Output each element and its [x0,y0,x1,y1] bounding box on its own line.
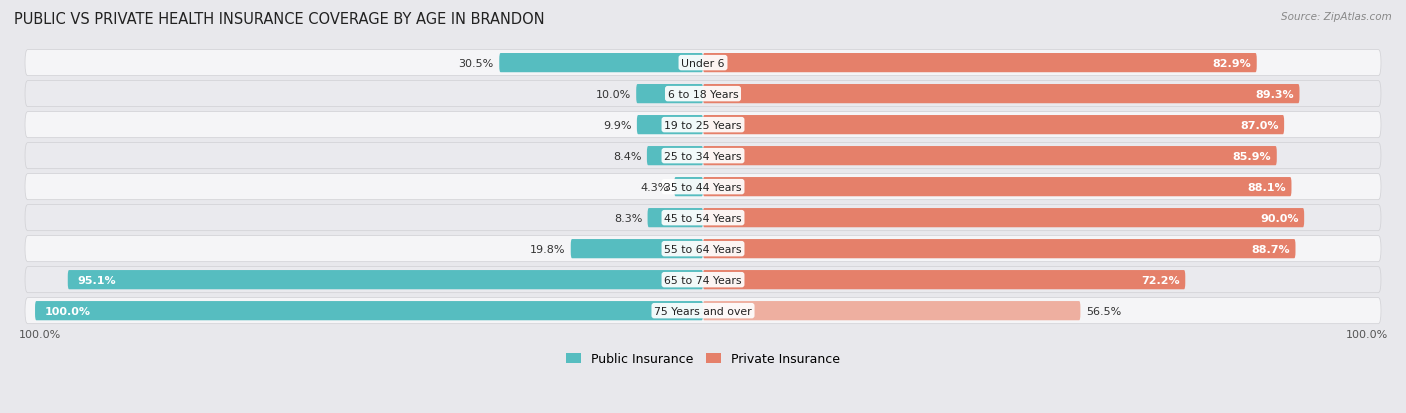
FancyBboxPatch shape [647,147,703,166]
Text: 65 to 74 Years: 65 to 74 Years [664,275,742,285]
FancyBboxPatch shape [35,301,703,320]
Text: 90.0%: 90.0% [1260,213,1299,223]
Text: 87.0%: 87.0% [1240,120,1279,131]
Text: 8.3%: 8.3% [614,213,643,223]
Text: 75 Years and over: 75 Years and over [654,306,752,316]
FancyBboxPatch shape [703,240,1295,259]
FancyBboxPatch shape [25,81,1381,107]
FancyBboxPatch shape [25,236,1381,262]
Text: 55 to 64 Years: 55 to 64 Years [664,244,742,254]
FancyBboxPatch shape [675,178,703,197]
FancyBboxPatch shape [648,209,703,228]
FancyBboxPatch shape [703,271,1185,290]
FancyBboxPatch shape [571,240,703,259]
Text: 88.7%: 88.7% [1251,244,1291,254]
FancyBboxPatch shape [25,298,1381,324]
Text: PUBLIC VS PRIVATE HEALTH INSURANCE COVERAGE BY AGE IN BRANDON: PUBLIC VS PRIVATE HEALTH INSURANCE COVER… [14,12,544,27]
FancyBboxPatch shape [636,85,703,104]
Text: 100.0%: 100.0% [1346,330,1388,339]
Text: 9.9%: 9.9% [603,120,631,131]
FancyBboxPatch shape [637,116,703,135]
FancyBboxPatch shape [499,54,703,73]
Text: 100.0%: 100.0% [18,330,60,339]
Text: 45 to 54 Years: 45 to 54 Years [664,213,742,223]
Text: Source: ZipAtlas.com: Source: ZipAtlas.com [1281,12,1392,22]
FancyBboxPatch shape [25,267,1381,293]
Text: 85.9%: 85.9% [1233,151,1271,161]
Text: 82.9%: 82.9% [1212,59,1251,69]
Text: 89.3%: 89.3% [1256,89,1294,100]
Text: 10.0%: 10.0% [596,89,631,100]
FancyBboxPatch shape [703,147,1277,166]
FancyBboxPatch shape [703,178,1292,197]
FancyBboxPatch shape [25,112,1381,138]
Text: 100.0%: 100.0% [45,306,91,316]
Text: 72.2%: 72.2% [1142,275,1180,285]
FancyBboxPatch shape [703,54,1257,73]
Text: 35 to 44 Years: 35 to 44 Years [664,182,742,192]
Text: 8.4%: 8.4% [613,151,641,161]
Text: 88.1%: 88.1% [1247,182,1286,192]
Text: 56.5%: 56.5% [1085,306,1121,316]
Text: 25 to 34 Years: 25 to 34 Years [664,151,742,161]
FancyBboxPatch shape [25,50,1381,76]
FancyBboxPatch shape [703,85,1299,104]
FancyBboxPatch shape [25,205,1381,231]
FancyBboxPatch shape [703,209,1305,228]
FancyBboxPatch shape [703,301,1080,320]
Text: 95.1%: 95.1% [77,275,117,285]
FancyBboxPatch shape [25,174,1381,200]
Text: Under 6: Under 6 [682,59,724,69]
Text: 19.8%: 19.8% [530,244,565,254]
Text: 19 to 25 Years: 19 to 25 Years [664,120,742,131]
Legend: Public Insurance, Private Insurance: Public Insurance, Private Insurance [561,347,845,370]
FancyBboxPatch shape [25,143,1381,169]
Text: 6 to 18 Years: 6 to 18 Years [668,89,738,100]
Text: 30.5%: 30.5% [458,59,494,69]
Text: 4.3%: 4.3% [641,182,669,192]
FancyBboxPatch shape [67,271,703,290]
FancyBboxPatch shape [703,116,1284,135]
